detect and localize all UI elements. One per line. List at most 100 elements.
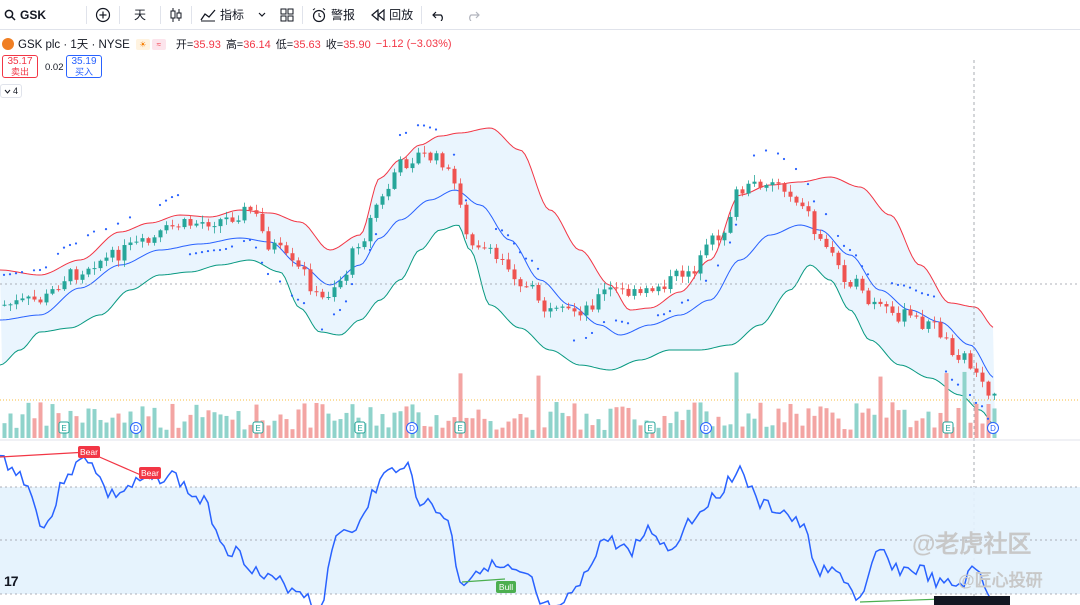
volume-bar	[230, 419, 235, 438]
sar-dot	[842, 244, 846, 247]
interval-button[interactable]: 天	[134, 8, 147, 22]
sar-dot	[200, 251, 204, 254]
volume-bar	[206, 410, 211, 438]
volume-bar	[680, 420, 685, 438]
indicators-button[interactable]: 指标	[192, 0, 252, 30]
volume-bar	[254, 404, 259, 438]
candle-body	[20, 298, 25, 301]
volume-bar	[614, 407, 619, 438]
sar-dot	[218, 248, 222, 252]
volume-bar	[572, 403, 577, 438]
candle-body	[824, 238, 829, 248]
replay-button[interactable]: 回放	[363, 0, 421, 30]
volume-bar	[290, 429, 295, 438]
change-value: −1.12 (−3.03%)	[375, 38, 452, 50]
earnings-marker-label: E	[647, 424, 652, 433]
candle-body	[110, 249, 115, 258]
sell-label: 卖出	[10, 67, 29, 77]
earnings-marker-label: E	[255, 424, 260, 433]
sar-dot	[494, 227, 498, 231]
candle-body	[794, 196, 799, 203]
volume-bar	[248, 424, 253, 438]
sar-dot	[956, 383, 960, 386]
candle-body	[926, 321, 931, 329]
sar-dot	[656, 314, 660, 317]
sar-dot	[836, 234, 840, 238]
volume-bar	[914, 420, 919, 438]
volume-bar	[848, 429, 853, 438]
volume-bar	[272, 420, 277, 438]
indicators-toggle-button[interactable]: 4	[0, 84, 22, 98]
candle-body	[44, 293, 49, 303]
sar-dot	[824, 213, 828, 216]
candle-body	[326, 297, 331, 299]
sar-dot	[302, 302, 306, 305]
chevron-down-icon	[258, 12, 266, 17]
candle-body	[38, 299, 43, 303]
layout-button[interactable]	[272, 0, 302, 30]
undo-button[interactable]	[422, 0, 456, 30]
candle-body	[458, 183, 463, 205]
sar-dot	[932, 295, 936, 298]
volume-bar	[842, 429, 847, 438]
volume-bar	[284, 419, 289, 438]
sell-button[interactable]: 35.17 卖出	[2, 55, 38, 78]
sar-dot	[278, 280, 282, 283]
sar-dot	[680, 301, 684, 304]
sar-dot	[452, 153, 456, 156]
volume-bar	[692, 402, 697, 438]
volume-bar	[884, 417, 889, 438]
candle-body	[218, 219, 223, 227]
candle-body	[260, 213, 265, 232]
earnings-marker	[252, 421, 264, 434]
candle-body	[836, 252, 841, 266]
sar-dot	[2, 273, 6, 276]
indicators-dropdown[interactable]	[252, 0, 272, 30]
volume-bar	[500, 427, 505, 438]
volume-bar	[818, 406, 823, 438]
sar-dot	[74, 242, 78, 245]
volume-bar	[212, 412, 217, 438]
search-icon	[4, 9, 16, 21]
candle-body	[422, 152, 427, 154]
earnings-marker-label: E	[357, 424, 362, 433]
sar-dot	[62, 246, 66, 249]
candle-body	[788, 191, 793, 197]
candlestick-icon	[170, 7, 182, 22]
sar-dot	[188, 253, 192, 256]
volume-bar	[986, 404, 991, 438]
bear-divergence-1-tag	[78, 446, 100, 458]
candle-body	[914, 315, 919, 317]
legend-bar: GSK plc · 1天 · NYSE ☀ ≈ 开=35.93 高=36.14 …	[0, 36, 452, 52]
candle-body	[488, 247, 493, 249]
volume-bar	[332, 420, 337, 438]
sar-dot	[248, 238, 252, 242]
volume-bar	[554, 402, 559, 438]
buy-button[interactable]: 35.19 买入	[66, 55, 102, 78]
compare-button[interactable]	[87, 0, 119, 30]
candle-body	[416, 152, 421, 164]
sar-dot	[734, 223, 738, 226]
volume-bar	[890, 402, 895, 438]
candle-body	[398, 159, 403, 173]
alert-button[interactable]: 警报	[303, 0, 363, 30]
volume-bar	[152, 407, 157, 438]
candle-body	[710, 235, 715, 245]
volume-bar	[374, 425, 379, 438]
chart-type-button[interactable]	[161, 0, 191, 30]
candle-body	[56, 289, 61, 291]
candle-body	[962, 353, 967, 360]
candle-body	[104, 257, 109, 261]
sar-dot	[56, 252, 60, 255]
sar-dot	[668, 310, 672, 313]
candle-body	[368, 217, 373, 242]
candle-body	[950, 338, 955, 356]
redo-button[interactable]	[456, 0, 490, 30]
symbol-search[interactable]: GSK	[0, 0, 86, 30]
sar-dot	[14, 272, 18, 275]
candle-body	[428, 152, 433, 161]
sar-dot	[572, 339, 576, 342]
open-value: 开=35.93	[175, 39, 221, 51]
price-chart[interactable]: E D E E D E E D E D Bear Bear Bull	[0, 30, 1080, 605]
candle-body	[14, 300, 19, 305]
